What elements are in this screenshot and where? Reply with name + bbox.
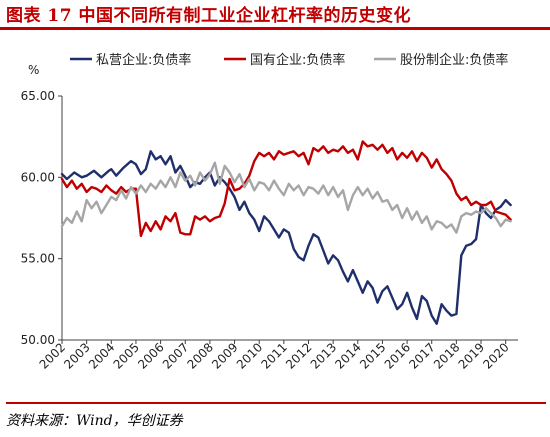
x-tick-label: 2018 (431, 340, 462, 371)
x-tick-label: 2012 (283, 340, 314, 371)
x-tick-label: 2003 (61, 340, 92, 371)
x-tick-label: 2010 (234, 340, 265, 371)
x-tick-label: 2014 (332, 340, 363, 371)
y-axis-unit-label: % (28, 63, 39, 77)
x-tick-label: 2008 (185, 340, 216, 371)
title-bar: 图表 17 中国不同所有制工业企业杠杆率的历史变化 (0, 0, 550, 30)
legend-label-1: 私营企业:负债率 (96, 52, 191, 68)
x-tick-label: 2015 (357, 340, 388, 371)
legend-label-2: 国有企业:负债率 (250, 52, 345, 68)
y-tick-label: 55.00 (21, 252, 55, 266)
x-tick-label: 2016 (382, 340, 413, 371)
legend: 私营企业:负债率 国有企业:负债率 股份制企业:负债率 (70, 52, 508, 68)
line-chart: 私营企业:负债率 国有企业:负债率 股份制企业:负债率 % 50.00 55.00 60… (21, 52, 518, 372)
x-tick-label: 2020 (480, 340, 511, 371)
x-tick-label: 2013 (308, 340, 339, 371)
series-line-3 (60, 161, 512, 234)
x-tick-label: 2005 (111, 340, 142, 371)
x-tick-label: 2006 (135, 340, 166, 371)
y-tick-label: 50.00 (21, 333, 55, 347)
source-note: 资料来源：Wind，华创证券 (6, 402, 546, 432)
chart-title: 图表 17 中国不同所有制工业企业杠杆率的历史变化 (6, 6, 411, 26)
axes: 50.0055.0060.0065.0020022003200420052006… (21, 89, 518, 372)
x-tick-label: 2011 (258, 340, 289, 371)
x-tick-label: 2009 (209, 340, 240, 371)
series-line-1 (60, 150, 512, 325)
series-line-2 (60, 140, 512, 238)
series-group (60, 140, 512, 325)
legend-label-3: 股份制企业:负债率 (400, 52, 508, 68)
x-tick-label: 2007 (160, 340, 191, 371)
x-tick-label: 2017 (406, 340, 437, 371)
x-tick-label: 2019 (456, 340, 487, 371)
y-tick-label: 65.00 (21, 89, 55, 103)
y-tick-label: 60.00 (21, 170, 55, 184)
x-tick-label: 2004 (86, 340, 117, 371)
